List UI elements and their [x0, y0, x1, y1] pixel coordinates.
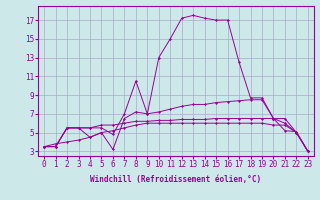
X-axis label: Windchill (Refroidissement éolien,°C): Windchill (Refroidissement éolien,°C) — [91, 175, 261, 184]
